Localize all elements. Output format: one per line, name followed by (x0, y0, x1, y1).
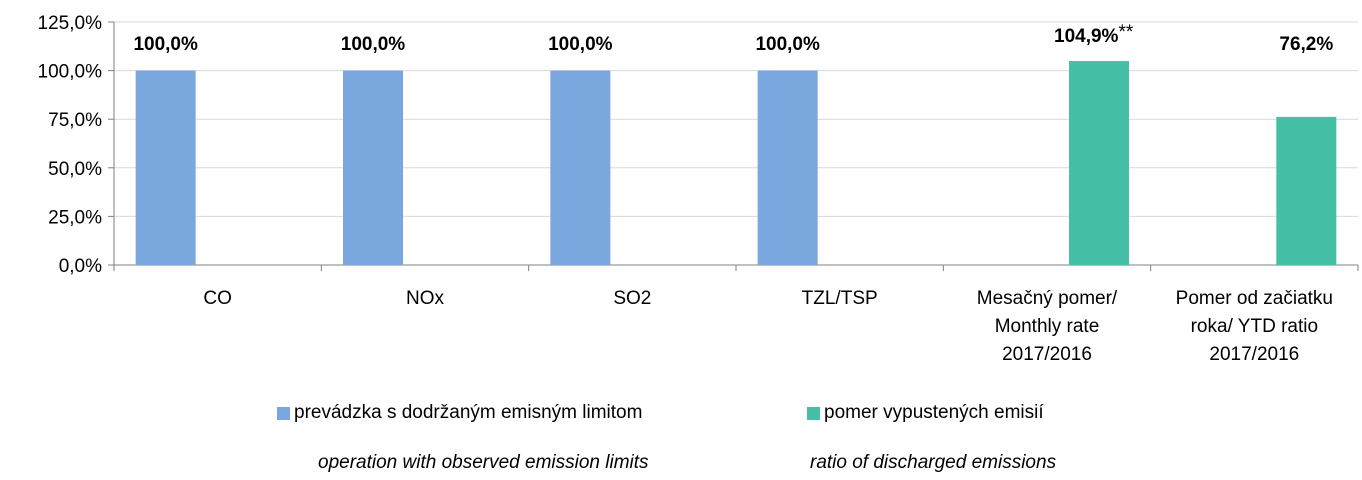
x-tick-label: Pomer od začiatku (1176, 288, 1333, 309)
legend-subtitle-operation: operation with observed emission limits (318, 452, 649, 473)
y-tick-label: 75,0% (48, 110, 102, 131)
data-label: 100,0% (755, 34, 820, 55)
x-tick-label: SO2 (613, 288, 651, 309)
y-tick-label: 125,0% (38, 13, 103, 34)
y-tick-label: 0,0% (59, 256, 102, 277)
y-tick-label: 25,0% (48, 207, 102, 228)
legend-label-operation: prevádzka s dodržaným emisným limitom (294, 402, 643, 423)
data-label: 100,0% (341, 34, 406, 55)
x-tick-label: roka/ YTD ratio (1191, 316, 1318, 337)
x-tick-label: CO (203, 288, 232, 309)
legend-swatch-blue (277, 406, 290, 420)
legend-label-ratio: pomer vypustených emisií (824, 402, 1044, 423)
bar (1069, 61, 1129, 265)
bar (550, 70, 611, 265)
annotation-marker: ** (1118, 22, 1133, 43)
x-tick-label: TZL/TSP (802, 288, 878, 309)
data-label: 76,2% (1279, 34, 1333, 55)
bar (757, 70, 818, 265)
legend-item-ratio: pomer vypustených emisií (807, 402, 1044, 424)
bar (135, 70, 196, 265)
legend: prevádzka s dodržaným emisným limitom po… (0, 402, 1362, 432)
x-tick-label: 2017/2016 (1209, 344, 1299, 365)
data-label: 104,9%** (1054, 22, 1134, 47)
bar-chart: 0,0% 25,0% 50,0% 75,0% 100,0% 125,0% 100,0% CO 1… (38, 13, 1359, 365)
x-tick-label: NOx (406, 288, 445, 309)
y-tick-label: 100,0% (38, 62, 103, 83)
x-tick-label: Monthly rate (995, 316, 1100, 337)
bar (1276, 116, 1337, 265)
bar (343, 70, 403, 265)
legend-swatch-green (807, 406, 820, 420)
y-tick-label: 50,0% (48, 159, 102, 180)
legend-item-operation: prevádzka s dodržaným emisným limitom (277, 402, 642, 424)
legend-subtitle-ratio: ratio of discharged emissions (810, 452, 1057, 473)
data-label: 100,0% (548, 34, 613, 55)
data-label: 100,0% (133, 34, 198, 55)
x-tick-label: 2017/2016 (1002, 344, 1092, 365)
x-tick-label: Mesačný pomer/ (977, 288, 1118, 309)
